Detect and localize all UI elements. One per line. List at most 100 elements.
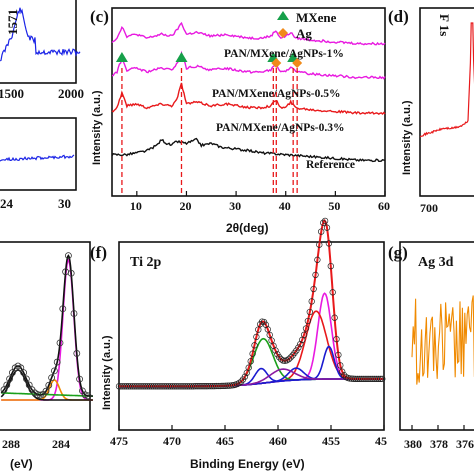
f-xtick-label-460: 460 — [269, 434, 287, 448]
curve-label-03pct: PAN/MXene/AgNPs-0.3% — [216, 122, 345, 134]
panel-f-ylabel: Intensity (a.u.) — [101, 335, 113, 410]
legend-ag-label: Ag — [296, 26, 312, 41]
c-xtick-label-40: 40 — [279, 199, 291, 213]
panel-c-frame — [111, 7, 386, 197]
panel-b-curve — [0, 154, 75, 162]
e-data-point — [76, 375, 83, 383]
f-xtick-label-455: 455 — [322, 434, 340, 448]
panel-e-tick-284: 284 — [52, 437, 70, 451]
panel-a-tick-2000: 2000 — [58, 86, 84, 101]
f-data-point — [314, 256, 321, 263]
e-data-point — [81, 391, 89, 399]
ag-marker-1 — [292, 58, 303, 68]
panel-d-curve — [419, 22, 474, 138]
panel-e-tick-288: 288 — [2, 437, 20, 451]
f-data-point — [264, 326, 271, 333]
f-data-point — [339, 368, 346, 375]
e-data-point — [45, 381, 53, 389]
c-xtick-label-10: 10 — [130, 199, 142, 213]
f-data-point — [306, 308, 313, 316]
panel-e-xlabel: (eV) — [10, 457, 33, 471]
e-data-point — [70, 310, 78, 317]
f-data-point — [272, 347, 279, 354]
g-xtick-label-2: 376 — [456, 437, 474, 451]
panel-g-frame — [399, 241, 474, 431]
c-xtick-label-30: 30 — [229, 199, 241, 213]
e-data-point — [3, 381, 11, 389]
f-data-point — [255, 326, 262, 333]
panel-f-ticks: 475 470 465 460 455 45 — [110, 425, 387, 448]
panel-d-frame — [419, 7, 474, 197]
f-data-point — [302, 325, 310, 332]
panel-c-ylabel: Intensity (a.u.) — [91, 90, 103, 165]
panel-b-frame — [0, 117, 77, 191]
panel-c-ticks: 10 20 30 40 50 60 — [130, 191, 390, 213]
e-data-point — [6, 375, 13, 383]
f-data-point — [318, 228, 325, 235]
curve-label-reference: Reference — [306, 159, 355, 171]
panel-g-title: Ag 3d — [418, 255, 454, 270]
panel-b: 24 30 — [0, 117, 77, 211]
series-line-3 — [111, 137, 386, 163]
panel-e-frame — [0, 241, 91, 431]
f-data-point — [237, 378, 245, 385]
f-data-point — [375, 375, 382, 383]
panel-c-letter: (c) — [90, 7, 109, 26]
e-data-point — [59, 305, 67, 313]
f-data-point — [337, 362, 344, 369]
f-xtick-label-475: 475 — [110, 434, 128, 448]
f-data-point — [285, 355, 292, 363]
f-data-point — [325, 240, 333, 247]
f-data-point — [335, 351, 342, 359]
f-data-point — [247, 358, 254, 365]
f-data-point — [251, 342, 258, 349]
panel-f-frame — [118, 241, 385, 431]
panel-c-plot — [111, 21, 386, 196]
f-data-point — [377, 375, 384, 383]
f-envelope — [119, 218, 383, 388]
panel-f-xlabel: Binding Energy (eV) — [190, 457, 305, 471]
e-data-point — [73, 350, 81, 357]
panel-e: 288 284 (eV) — [0, 241, 93, 471]
panel-d: (d) Intensity (a.u.) F 1s 700 — [388, 7, 474, 215]
e-data-point — [48, 374, 55, 382]
f-data-point — [316, 241, 323, 248]
legend-mxene-label: MXene — [296, 10, 337, 25]
f-data-point — [236, 379, 243, 387]
panel-f: (f) Intensity (a.u.) Ti 2p 475 470 465 460 4… — [90, 217, 387, 471]
c-xtick-label-60: 60 — [378, 199, 390, 213]
f-data-point — [245, 364, 252, 371]
curve-label-05pct: PAN/MXene/AgNPs-0.5% — [212, 88, 341, 100]
mxene-marker-1 — [175, 52, 188, 62]
panel-d-ylabel: Intensity (a.u.) — [401, 100, 413, 175]
e-data-point — [20, 369, 28, 377]
e-data-point — [65, 252, 72, 260]
series-line-1 — [111, 50, 386, 80]
e-baseline — [1, 392, 93, 398]
series-line-2 — [111, 82, 386, 115]
curve-label-1pct: PAN/MXene/AgNPs-1% — [224, 48, 344, 60]
e-data-point — [53, 358, 61, 366]
f-data-point — [287, 354, 294, 361]
panel-g-ticks: 38037837637 — [404, 425, 474, 451]
f-data-point — [333, 335, 340, 343]
e-data-point — [51, 367, 58, 375]
legend-mxene-marker — [277, 11, 289, 20]
c-xtick-label-20: 20 — [179, 199, 191, 213]
f-data-point — [320, 219, 327, 226]
f-data-point — [312, 271, 319, 279]
g-xtick-label-0: 380 — [404, 437, 422, 451]
panel-b-tick-30: 30 — [58, 196, 71, 211]
panel-a-curve — [0, 7, 81, 62]
panel-f-plot — [115, 217, 386, 390]
f-data-point — [331, 314, 338, 321]
legend-ag-marker — [278, 28, 288, 38]
f-data-point — [321, 217, 329, 225]
ag-marker-0 — [271, 58, 282, 68]
panel-b-tick-24: 24 — [0, 196, 14, 211]
panel-d-tick-700: 700 — [420, 201, 438, 215]
f-data-point — [300, 331, 308, 338]
panel-a-peak-label: 1571 — [5, 9, 20, 35]
f-data-point — [310, 285, 317, 293]
